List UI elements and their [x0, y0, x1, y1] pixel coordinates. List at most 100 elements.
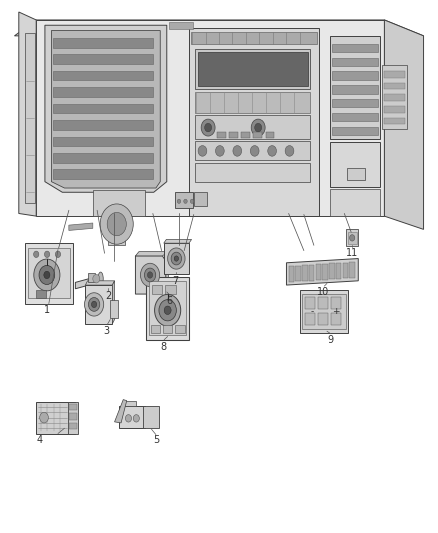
Bar: [332, 58, 378, 66]
Bar: [69, 414, 77, 419]
Bar: [53, 104, 153, 114]
Circle shape: [159, 300, 177, 321]
Bar: [332, 99, 378, 108]
Circle shape: [107, 213, 126, 236]
Circle shape: [350, 235, 355, 241]
Text: +: +: [332, 307, 340, 316]
Bar: [195, 163, 311, 182]
Bar: [346, 229, 358, 246]
Circle shape: [171, 252, 182, 265]
Text: 9: 9: [327, 335, 333, 345]
Circle shape: [92, 301, 97, 308]
Circle shape: [251, 146, 259, 156]
Bar: [332, 71, 378, 80]
Text: 1: 1: [44, 305, 50, 315]
Bar: [149, 281, 186, 335]
Circle shape: [141, 263, 159, 287]
Bar: [53, 136, 153, 146]
Bar: [322, 264, 328, 280]
Bar: [384, 117, 405, 124]
Polygon shape: [75, 276, 101, 289]
Bar: [176, 192, 193, 208]
Bar: [331, 313, 341, 325]
Bar: [25, 33, 35, 203]
Bar: [331, 297, 341, 309]
Circle shape: [215, 146, 224, 156]
Bar: [166, 285, 176, 294]
Bar: [36, 290, 46, 298]
Bar: [146, 277, 189, 340]
Bar: [330, 36, 380, 139]
Bar: [332, 44, 378, 52]
Bar: [302, 265, 307, 281]
Bar: [295, 265, 301, 281]
Polygon shape: [286, 259, 358, 285]
Bar: [53, 120, 153, 130]
Bar: [348, 231, 357, 244]
Polygon shape: [385, 20, 424, 229]
Circle shape: [44, 271, 50, 279]
Circle shape: [39, 265, 55, 285]
Circle shape: [133, 415, 139, 422]
Bar: [194, 192, 207, 206]
Polygon shape: [85, 285, 113, 324]
Bar: [253, 132, 262, 138]
Bar: [143, 406, 159, 428]
Circle shape: [55, 251, 60, 257]
Polygon shape: [115, 400, 127, 423]
Circle shape: [88, 297, 100, 311]
Polygon shape: [19, 12, 36, 216]
Circle shape: [268, 146, 276, 156]
Polygon shape: [14, 20, 424, 36]
Bar: [69, 404, 77, 410]
Circle shape: [93, 274, 100, 283]
Circle shape: [174, 256, 179, 261]
Bar: [195, 141, 311, 160]
Bar: [119, 406, 145, 428]
Polygon shape: [164, 239, 191, 243]
Bar: [191, 32, 317, 44]
Polygon shape: [135, 252, 169, 256]
Circle shape: [168, 248, 185, 269]
Bar: [332, 126, 378, 135]
Bar: [336, 263, 341, 279]
Circle shape: [177, 199, 181, 204]
Bar: [384, 71, 405, 78]
Bar: [241, 132, 250, 138]
Circle shape: [148, 272, 153, 278]
Bar: [309, 265, 314, 280]
Circle shape: [201, 119, 215, 136]
Bar: [69, 423, 77, 429]
Text: 4: 4: [37, 435, 43, 445]
Polygon shape: [188, 28, 319, 216]
Text: 3: 3: [104, 326, 110, 336]
Circle shape: [125, 415, 131, 422]
Bar: [229, 132, 238, 138]
Circle shape: [184, 199, 187, 204]
Circle shape: [34, 251, 39, 257]
Bar: [53, 38, 153, 47]
Text: 2: 2: [105, 292, 111, 302]
Bar: [198, 52, 308, 86]
Bar: [350, 262, 355, 278]
Bar: [169, 21, 193, 29]
Circle shape: [285, 146, 294, 156]
Bar: [265, 132, 274, 138]
Circle shape: [45, 251, 49, 257]
Bar: [36, 402, 75, 433]
Bar: [195, 115, 311, 139]
Bar: [195, 49, 311, 89]
Bar: [384, 83, 405, 90]
Polygon shape: [69, 223, 93, 230]
Text: 7: 7: [172, 276, 179, 286]
Text: 8: 8: [160, 342, 166, 352]
Circle shape: [198, 146, 207, 156]
Circle shape: [164, 306, 171, 314]
Bar: [53, 169, 153, 179]
Circle shape: [145, 268, 156, 282]
Polygon shape: [113, 281, 115, 324]
Polygon shape: [85, 281, 115, 285]
Circle shape: [190, 199, 194, 204]
Bar: [300, 290, 348, 333]
Bar: [330, 142, 380, 187]
